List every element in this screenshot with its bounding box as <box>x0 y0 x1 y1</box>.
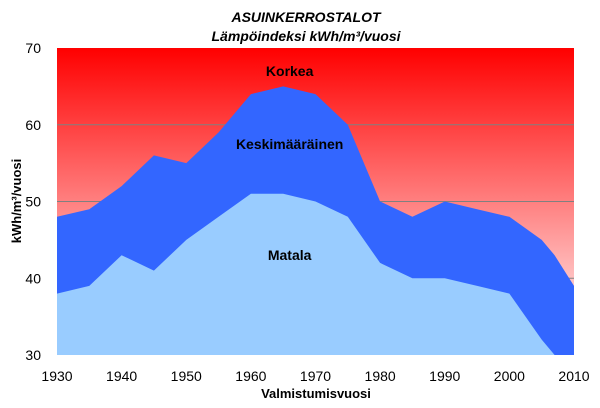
x-tick-label: 1980 <box>365 368 396 384</box>
region-label: Keskimääräinen <box>236 136 343 152</box>
plot-area <box>57 48 574 356</box>
region-labels: Korkea Keskimääräinen Matala <box>236 63 343 263</box>
axis-ticks: 1930 1940 1950 1960 1970 1980 1990 2000 2010 30 40… <box>25 40 589 384</box>
x-tick-label: 2000 <box>494 368 525 384</box>
y-tick-label: 70 <box>25 40 41 56</box>
chart-title: ASUINKERROSTALOT <box>230 9 382 25</box>
y-tick-label: 60 <box>25 117 41 133</box>
chart-subtitle: Lämpöindeksi kWh/m³/vuosi <box>211 28 401 44</box>
x-tick-label: 2010 <box>558 368 589 384</box>
x-tick-label: 1960 <box>235 368 266 384</box>
y-tick-label: 30 <box>25 347 41 363</box>
area-matala <box>57 193 574 355</box>
y-tick-label: 40 <box>25 270 41 286</box>
x-tick-label: 1940 <box>106 368 137 384</box>
x-tick-label: 1930 <box>41 368 72 384</box>
region-label: Korkea <box>266 63 314 79</box>
x-tick-label: 1970 <box>300 368 331 384</box>
region-label: Matala <box>268 247 312 263</box>
y-tick-label: 50 <box>25 194 41 210</box>
x-tick-label: 1950 <box>171 368 202 384</box>
x-axis-label: Valmistumisvuosi <box>261 386 371 401</box>
y-axis-label: kWh/m³/vuosi <box>9 159 24 244</box>
x-tick-label: 1990 <box>429 368 460 384</box>
